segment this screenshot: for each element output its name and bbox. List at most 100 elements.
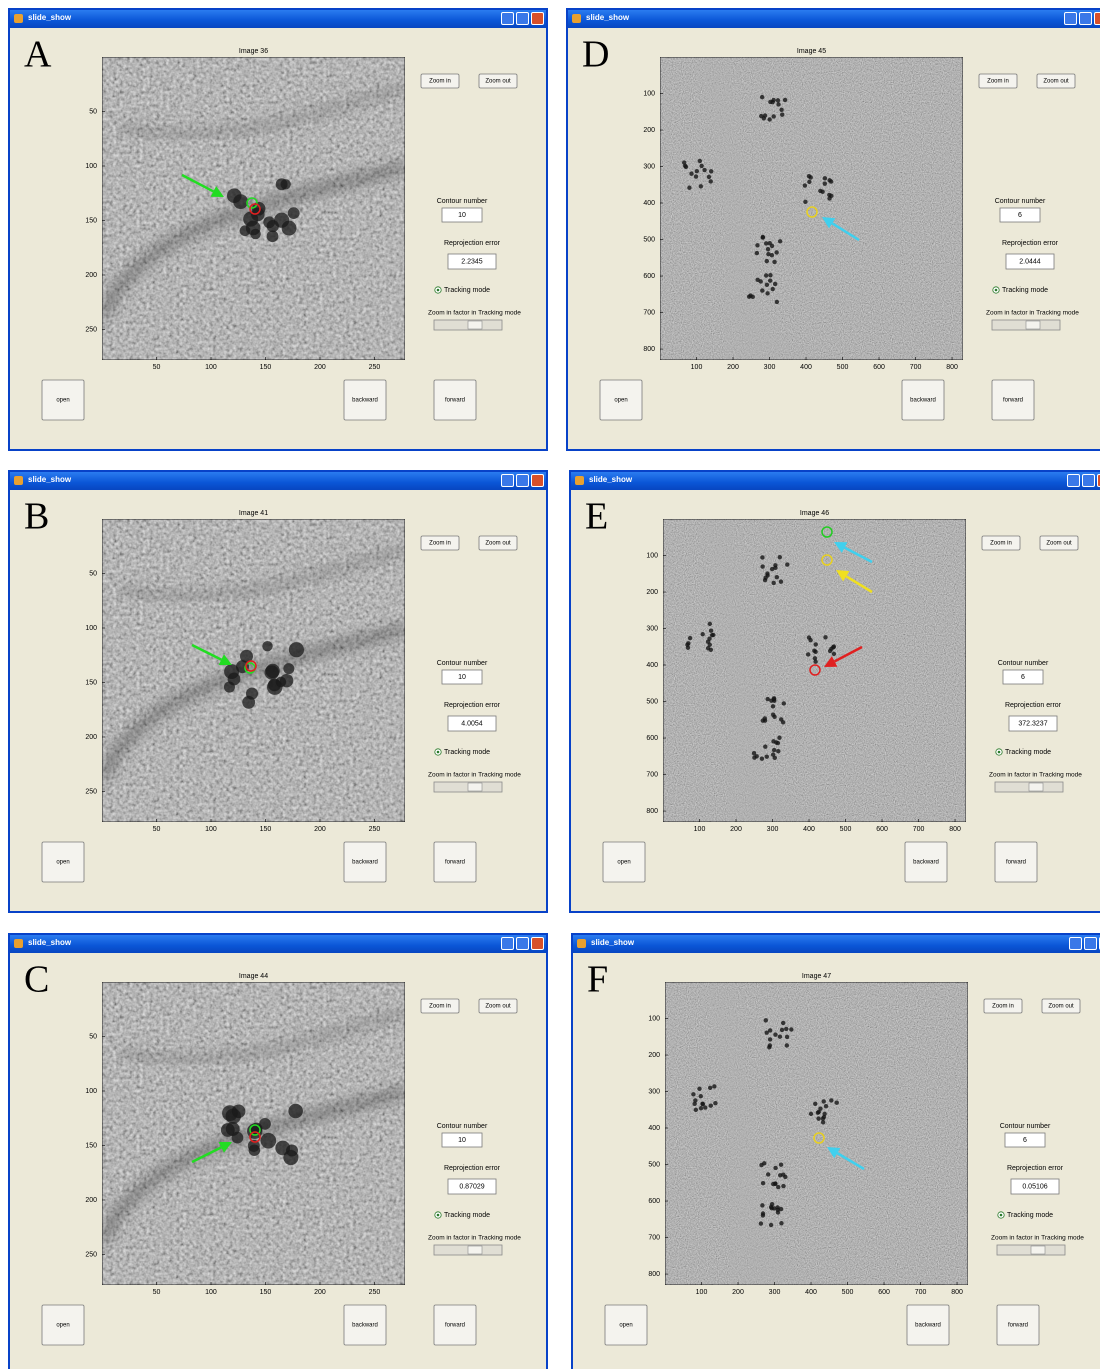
- tracking-radio-dot: [1000, 1214, 1003, 1217]
- slider-thumb[interactable]: [468, 783, 482, 791]
- x-tick-label: 400: [805, 1289, 817, 1296]
- particle: [708, 1086, 712, 1090]
- particle: [262, 641, 272, 651]
- particle: [781, 1184, 785, 1188]
- particle: [777, 736, 781, 740]
- image-title: Image 45: [797, 48, 826, 55]
- contour-value: 6: [1023, 1137, 1027, 1144]
- close-button[interactable]: [531, 12, 544, 25]
- particle: [686, 646, 690, 650]
- title-bar: slide_show: [10, 472, 546, 490]
- particle: [708, 622, 712, 626]
- minimize-button[interactable]: [501, 474, 514, 487]
- particle: [771, 114, 775, 118]
- minimize-button[interactable]: [1064, 12, 1077, 25]
- close-button[interactable]: [531, 937, 544, 950]
- window-icon: [14, 14, 23, 23]
- window: slide_showDImage 45100200300400500600700…: [566, 8, 1100, 451]
- particle: [784, 1027, 788, 1031]
- particle: [827, 196, 831, 200]
- minimize-button[interactable]: [1069, 937, 1082, 950]
- particle: [701, 1102, 705, 1106]
- particle: [781, 1021, 785, 1025]
- error-value: 2.2345: [461, 258, 483, 265]
- x-tick-label: 500: [837, 364, 849, 371]
- close-button[interactable]: [1094, 12, 1100, 25]
- image-noise: [660, 57, 963, 360]
- maximize-button[interactable]: [516, 474, 529, 487]
- window: slide_showFImage 47100200300400500600700…: [571, 933, 1100, 1369]
- x-tick-label: 600: [873, 364, 885, 371]
- minimize-button[interactable]: [501, 12, 514, 25]
- close-button[interactable]: [531, 474, 544, 487]
- x-tick-label: 250: [369, 826, 381, 833]
- particle: [711, 633, 715, 637]
- minimize-button[interactable]: [1067, 474, 1080, 487]
- particle: [232, 1132, 244, 1144]
- y-tick-label: 500: [648, 1161, 660, 1168]
- title-bar: slide_show: [573, 935, 1100, 953]
- particle: [759, 1221, 763, 1225]
- y-tick-label: 100: [85, 163, 97, 170]
- y-tick-label: 50: [89, 108, 97, 115]
- particle: [766, 252, 770, 256]
- particle: [765, 1030, 769, 1034]
- slider-thumb[interactable]: [1031, 1246, 1045, 1254]
- particle: [769, 1205, 773, 1209]
- maximize-button[interactable]: [1079, 12, 1092, 25]
- particle: [763, 113, 767, 117]
- particle: [807, 180, 811, 184]
- particle: [783, 98, 787, 102]
- particle: [755, 251, 759, 255]
- particle: [242, 696, 255, 709]
- particle: [776, 749, 780, 753]
- particle: [823, 181, 827, 185]
- tracking-radio-dot: [437, 751, 440, 754]
- slider-thumb[interactable]: [468, 321, 482, 329]
- minimize-button[interactable]: [501, 937, 514, 950]
- maximize-button[interactable]: [516, 12, 529, 25]
- window: slide_showAImage 36501001502002505010015…: [8, 8, 548, 451]
- open-button-label: open: [617, 860, 630, 866]
- slider-thumb[interactable]: [1029, 783, 1043, 791]
- y-tick-label: 400: [646, 662, 658, 669]
- slider-thumb[interactable]: [1026, 321, 1040, 329]
- particle: [765, 571, 769, 575]
- particle: [779, 1221, 783, 1225]
- x-tick-label: 50: [153, 364, 161, 371]
- particle: [775, 575, 779, 579]
- error-value: 0.05106: [1022, 1183, 1047, 1190]
- window-title: slide_show: [28, 938, 71, 947]
- contour-value: 10: [458, 212, 466, 219]
- particle: [699, 164, 703, 168]
- particle: [233, 194, 248, 209]
- slider-thumb[interactable]: [468, 1246, 482, 1254]
- y-tick-label: 800: [643, 346, 655, 353]
- x-tick-label: 100: [205, 826, 217, 833]
- particle: [764, 273, 768, 277]
- error-label: Reprojection error: [444, 1165, 501, 1172]
- micrograph: [102, 519, 405, 822]
- contour-label: Contour number: [437, 660, 488, 667]
- particle: [701, 632, 705, 636]
- particle: [778, 1035, 782, 1039]
- panel-canvas: AImage 365010015020025050100150200250Zoo…: [10, 28, 548, 451]
- particle: [771, 704, 775, 708]
- particle: [771, 712, 775, 716]
- image-title: Image 47: [802, 973, 831, 980]
- window-icon: [577, 939, 586, 948]
- y-tick-label: 700: [643, 309, 655, 316]
- particle: [776, 1185, 780, 1189]
- x-tick-label: 500: [842, 1289, 854, 1296]
- error-label: Reprojection error: [1002, 240, 1059, 247]
- particle: [760, 564, 764, 568]
- particle: [697, 1087, 701, 1091]
- particle: [699, 184, 703, 188]
- particle: [762, 1161, 766, 1165]
- maximize-button[interactable]: [516, 937, 529, 950]
- maximize-button[interactable]: [1082, 474, 1095, 487]
- window: slide_showBImage 41501001502002505010015…: [8, 470, 548, 913]
- particle: [709, 648, 713, 652]
- maximize-button[interactable]: [1084, 937, 1097, 950]
